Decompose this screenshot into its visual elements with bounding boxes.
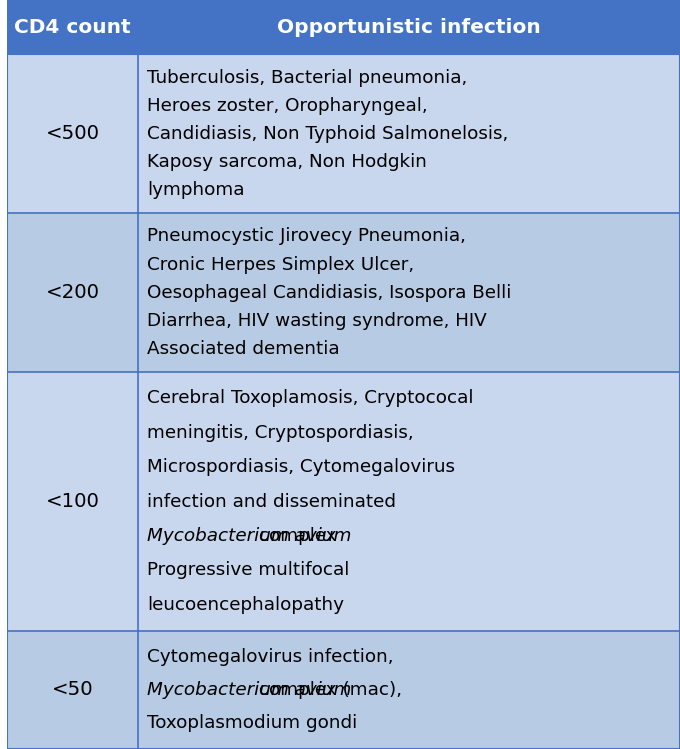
Bar bbox=[7, 0, 680, 55]
Text: Microspordiasis, Cytomegalovirus: Microspordiasis, Cytomegalovirus bbox=[147, 458, 455, 476]
Text: <200: <200 bbox=[46, 283, 99, 303]
Text: Toxoplasmodium gondi: Toxoplasmodium gondi bbox=[147, 715, 357, 733]
Text: Candidiasis, Non Typhoid Salmonelosis,: Candidiasis, Non Typhoid Salmonelosis, bbox=[147, 125, 508, 143]
Bar bbox=[7, 55, 680, 213]
Bar bbox=[7, 631, 680, 749]
Text: Diarrhea, HIV wasting syndrome, HIV: Diarrhea, HIV wasting syndrome, HIV bbox=[147, 312, 487, 330]
Text: Mycobacterium avium: Mycobacterium avium bbox=[147, 527, 352, 545]
Text: Opportunistic infection: Opportunistic infection bbox=[277, 18, 541, 37]
Text: leucoencephalopathy: leucoencephalopathy bbox=[147, 595, 344, 613]
Text: Cytomegalovirus infection,: Cytomegalovirus infection, bbox=[147, 648, 394, 666]
Text: Kaposy sarcoma, Non Hodgkin: Kaposy sarcoma, Non Hodgkin bbox=[147, 153, 427, 171]
Text: Oesophageal Candidiasis, Isospora Belli: Oesophageal Candidiasis, Isospora Belli bbox=[147, 284, 511, 302]
Bar bbox=[7, 213, 680, 372]
Text: Progressive multifocal: Progressive multifocal bbox=[147, 562, 350, 580]
Text: meningitis, Cryptospordiasis,: meningitis, Cryptospordiasis, bbox=[147, 424, 413, 442]
Text: <50: <50 bbox=[52, 681, 93, 700]
Text: Cerebral Toxoplamosis, Cryptococal: Cerebral Toxoplamosis, Cryptococal bbox=[147, 389, 473, 407]
Text: lymphoma: lymphoma bbox=[147, 181, 244, 199]
Text: Heroes zoster, Oropharyngeal,: Heroes zoster, Oropharyngeal, bbox=[147, 97, 428, 115]
Text: <500: <500 bbox=[46, 124, 99, 143]
Text: complex (mac),: complex (mac), bbox=[253, 681, 402, 699]
Text: infection and disseminated: infection and disseminated bbox=[147, 493, 396, 511]
Text: <100: <100 bbox=[46, 492, 99, 511]
Text: Pneumocystic Jirovecy Pneumonia,: Pneumocystic Jirovecy Pneumonia, bbox=[147, 228, 466, 246]
Text: Associated dementia: Associated dementia bbox=[147, 340, 339, 358]
Text: CD4 count: CD4 count bbox=[14, 18, 131, 37]
Bar bbox=[7, 372, 680, 631]
Text: Mycobacterium avium: Mycobacterium avium bbox=[147, 681, 352, 699]
Text: Tuberculosis, Bacterial pneumonia,: Tuberculosis, Bacterial pneumonia, bbox=[147, 69, 467, 87]
Text: Cronic Herpes Simplex Ulcer,: Cronic Herpes Simplex Ulcer, bbox=[147, 255, 414, 273]
Text: complex: complex bbox=[253, 527, 337, 545]
